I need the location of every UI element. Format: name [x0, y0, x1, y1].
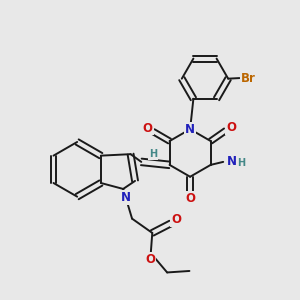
Text: N: N — [226, 155, 236, 168]
Text: O: O — [185, 192, 195, 205]
Text: O: O — [226, 121, 236, 134]
Text: O: O — [145, 253, 155, 266]
Text: H: H — [149, 149, 157, 160]
Text: N: N — [121, 191, 131, 204]
Text: O: O — [171, 213, 181, 226]
Text: N: N — [185, 123, 195, 136]
Text: O: O — [143, 122, 153, 134]
Text: H: H — [237, 158, 245, 168]
Text: Br: Br — [241, 72, 256, 85]
